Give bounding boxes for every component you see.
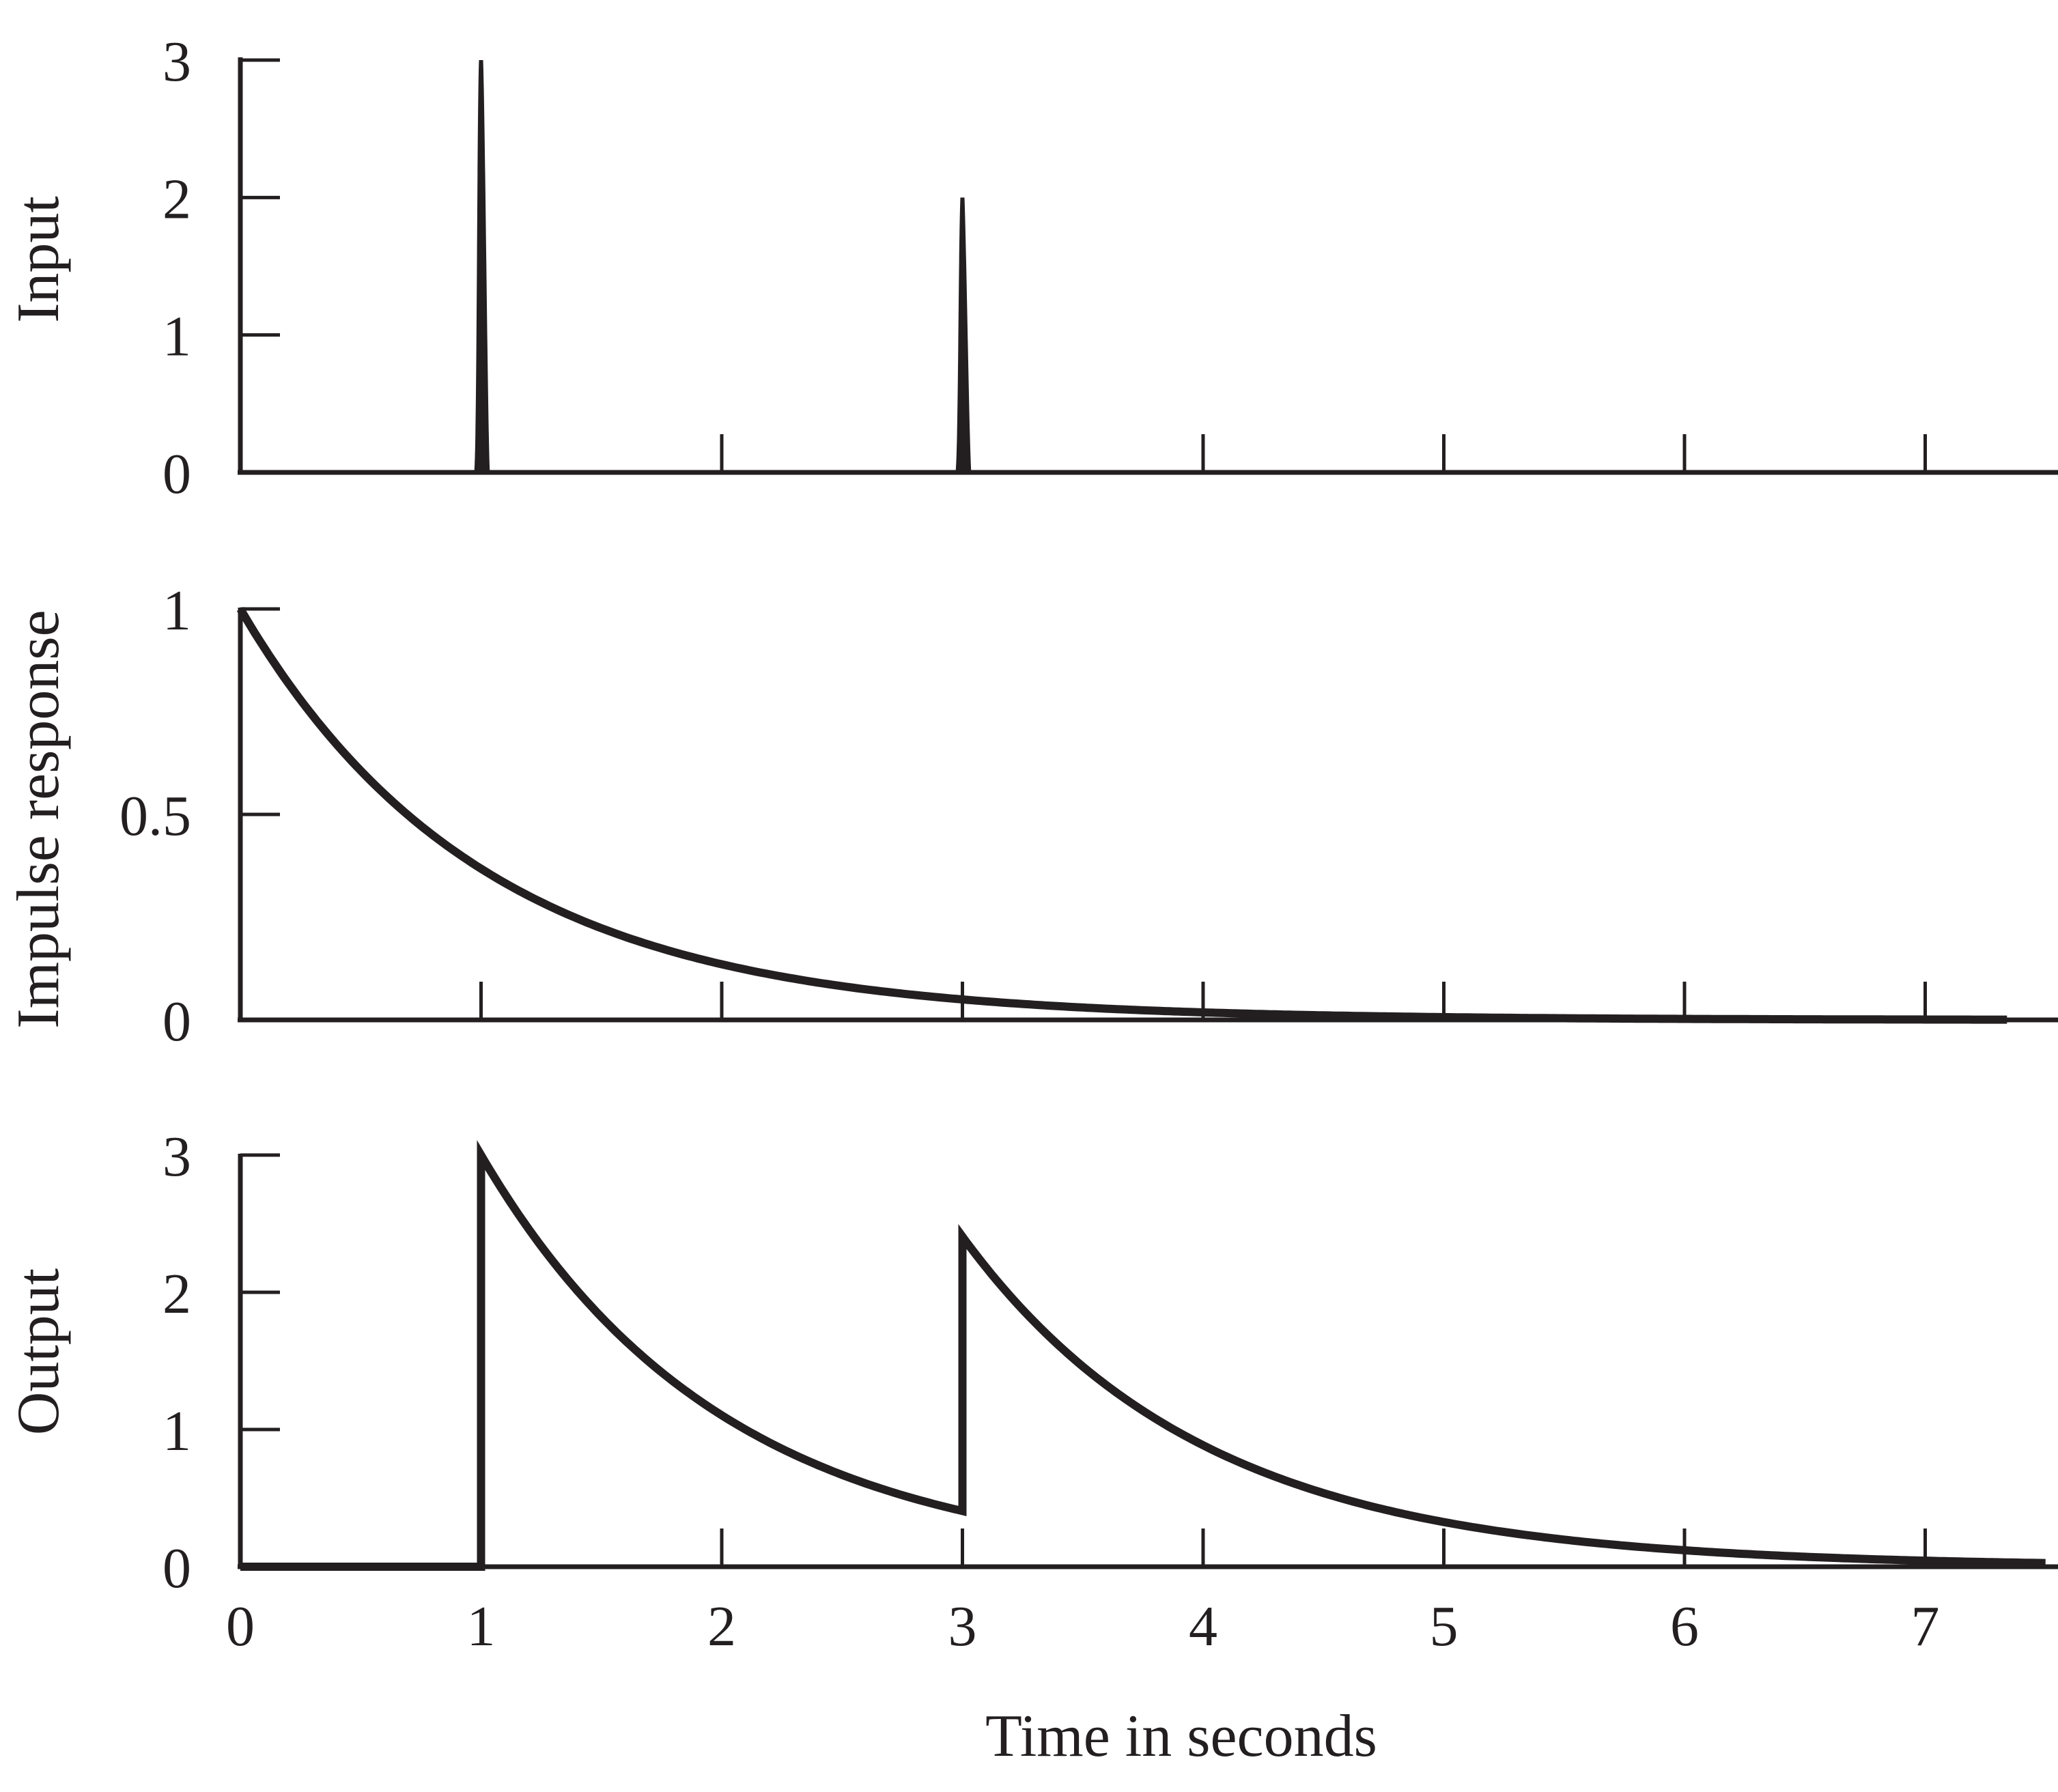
y-tick-label: 0.5	[119, 784, 191, 848]
x-tick-label: 1	[467, 1595, 496, 1658]
y-ticks-impulse-response: 00.51	[119, 579, 280, 1053]
series-curve	[240, 1139, 2046, 1571]
panel-impulse-response: Impulse response 00.51	[5, 579, 2058, 1053]
y-tick-label: 0	[163, 990, 191, 1053]
marks-output	[240, 1139, 2046, 1571]
y-ticks-input: 0 1 2 3	[163, 30, 280, 506]
y-tick-label: 1	[163, 579, 191, 642]
x-tick-labels-output: 0 1 2 3 4 5 6 7	[226, 1595, 1940, 1658]
y-axis-title-output: Output	[5, 1268, 72, 1435]
marks-impulse-response	[236, 606, 2007, 1024]
x-tick-label: 6	[1670, 1595, 1699, 1658]
impulse-spike	[955, 197, 972, 472]
x-tick-label: 3	[948, 1595, 977, 1658]
impulse-spike	[474, 60, 490, 472]
panel-output: Output 0 1 2 3 0 1 2 3 4 5 6 7 Time in seconds	[5, 1125, 2058, 1769]
y-tick-label: 0	[163, 442, 191, 506]
y-tick-label: 2	[163, 167, 191, 231]
y-tick-label: 2	[163, 1262, 191, 1326]
series-curve	[236, 606, 2007, 1024]
y-tick-label: 0	[163, 1537, 191, 1600]
y-axis-title-input: Input	[5, 196, 72, 323]
y-ticks-output: 0 1 2 3	[163, 1125, 280, 1600]
x-tick-label: 2	[707, 1595, 736, 1658]
y-axis-title-impulse-response: Impulse response	[5, 610, 72, 1028]
y-tick-label: 3	[163, 30, 191, 94]
x-axis-title: Time in seconds	[985, 1703, 1377, 1769]
y-tick-label: 1	[163, 305, 191, 369]
x-tick-label: 4	[1189, 1595, 1217, 1658]
x-ticks-input	[479, 434, 1927, 472]
x-ticks-output	[479, 1528, 1927, 1567]
marks-input	[474, 60, 972, 472]
x-tick-label: 0	[226, 1595, 255, 1658]
x-tick-label: 7	[1911, 1595, 1940, 1658]
panel-input: Input 0 1 2 3	[5, 30, 2058, 506]
x-tick-label: 5	[1430, 1595, 1458, 1658]
y-tick-label: 1	[163, 1399, 191, 1463]
y-tick-label: 3	[163, 1125, 191, 1189]
